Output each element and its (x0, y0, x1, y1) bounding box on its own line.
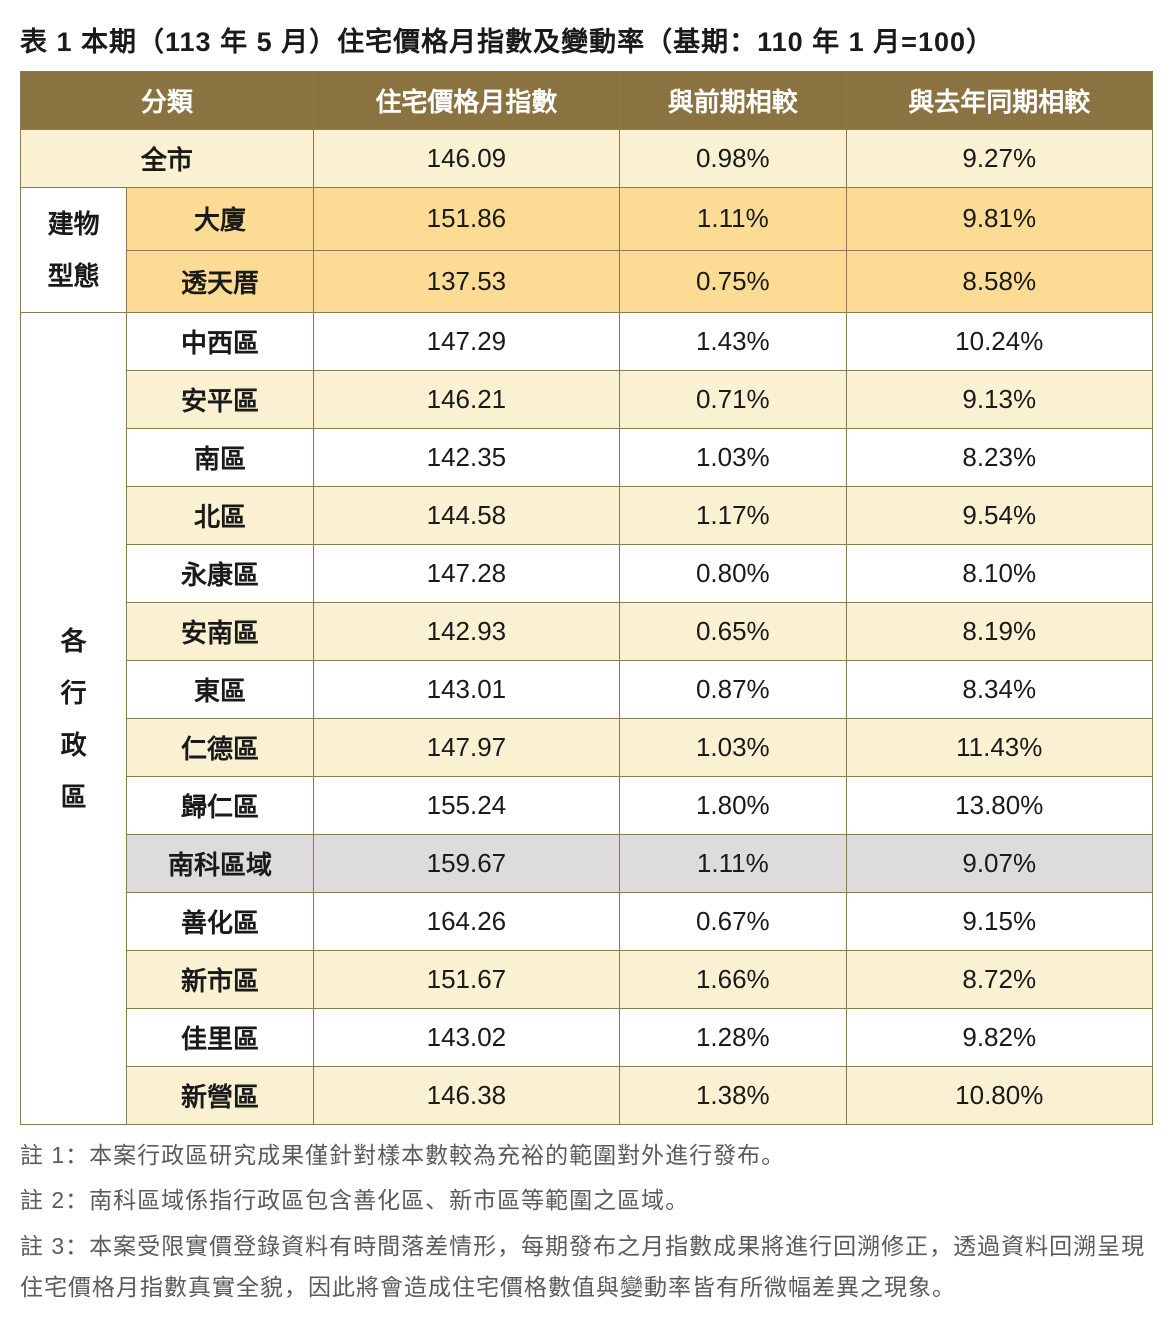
group-districts: 各行政區 (21, 313, 127, 1125)
header-index: 住宅價格月指數 (313, 72, 619, 130)
district-yoy: 8.10% (846, 545, 1153, 603)
district-label: 永康區 (127, 545, 313, 603)
district-yoy: 11.43% (846, 719, 1153, 777)
district-index: 147.29 (313, 313, 619, 371)
district-yoy: 10.80% (846, 1067, 1153, 1125)
row-district: 南科區域159.671.11%9.07% (21, 835, 1153, 893)
district-yoy: 9.54% (846, 487, 1153, 545)
district-mom: 1.80% (620, 777, 846, 835)
note-line: 註 3：本案受限實價登錄資料有時間落差情形，每期發布之月指數成果將進行回溯修正，… (20, 1226, 1153, 1309)
district-mom: 0.87% (620, 661, 846, 719)
row-district: 南區142.351.03%8.23% (21, 429, 1153, 487)
district-label: 中西區 (127, 313, 313, 371)
building-type-yoy: 9.81% (846, 188, 1153, 251)
district-yoy: 8.19% (846, 603, 1153, 661)
building-type-index: 151.86 (313, 188, 619, 251)
district-mom: 0.80% (620, 545, 846, 603)
district-label: 南科區域 (127, 835, 313, 893)
row-district: 安南區142.930.65%8.19% (21, 603, 1153, 661)
district-index: 151.67 (313, 951, 619, 1009)
district-mom: 1.28% (620, 1009, 846, 1067)
district-mom: 0.71% (620, 371, 846, 429)
district-mom: 1.03% (620, 719, 846, 777)
row-district: 永康區147.280.80%8.10% (21, 545, 1153, 603)
row-citywide: 全市146.090.98%9.27% (21, 130, 1153, 188)
district-yoy: 8.23% (846, 429, 1153, 487)
row-district: 仁德區147.971.03%11.43% (21, 719, 1153, 777)
group-building-type: 建物型態 (21, 188, 127, 313)
district-label: 新市區 (127, 951, 313, 1009)
district-mom: 0.65% (620, 603, 846, 661)
citywide-label: 全市 (21, 130, 314, 188)
district-label: 善化區 (127, 893, 313, 951)
row-building-type: 建物型態大廈151.861.11%9.81% (21, 188, 1153, 251)
row-district: 東區143.010.87%8.34% (21, 661, 1153, 719)
district-label: 安平區 (127, 371, 313, 429)
row-district: 新市區151.671.66%8.72% (21, 951, 1153, 1009)
district-yoy: 10.24% (846, 313, 1153, 371)
district-label: 東區 (127, 661, 313, 719)
building-type-mom: 0.75% (620, 250, 846, 313)
district-mom: 1.43% (620, 313, 846, 371)
district-index: 146.21 (313, 371, 619, 429)
district-mom: 1.03% (620, 429, 846, 487)
row-district: 歸仁區155.241.80%13.80% (21, 777, 1153, 835)
price-index-table: 分類 住宅價格月指數 與前期相較 與去年同期相較 全市146.090.98%9.… (20, 71, 1153, 1125)
district-yoy: 9.15% (846, 893, 1153, 951)
building-type-label: 大廈 (127, 188, 313, 251)
building-type-yoy: 8.58% (846, 250, 1153, 313)
district-label: 歸仁區 (127, 777, 313, 835)
district-index: 159.67 (313, 835, 619, 893)
row-district: 北區144.581.17%9.54% (21, 487, 1153, 545)
district-mom: 1.11% (620, 835, 846, 893)
district-index: 143.01 (313, 661, 619, 719)
district-index: 155.24 (313, 777, 619, 835)
district-index: 142.93 (313, 603, 619, 661)
note-line: 註 2：南科區域係指行政區包含善化區、新市區等範圍之區域。 (20, 1180, 1153, 1221)
row-district: 安平區146.210.71%9.13% (21, 371, 1153, 429)
district-label: 北區 (127, 487, 313, 545)
district-mom: 0.67% (620, 893, 846, 951)
row-district: 善化區164.260.67%9.15% (21, 893, 1153, 951)
building-type-index: 137.53 (313, 250, 619, 313)
citywide-yoy: 9.27% (846, 130, 1153, 188)
district-yoy: 8.34% (846, 661, 1153, 719)
district-index: 146.38 (313, 1067, 619, 1125)
row-district: 佳里區143.021.28%9.82% (21, 1009, 1153, 1067)
note-line: 註 1：本案行政區研究成果僅針對樣本數較為充裕的範圍對外進行發布。 (20, 1135, 1153, 1176)
district-yoy: 9.07% (846, 835, 1153, 893)
district-label: 仁德區 (127, 719, 313, 777)
notes-section: 註 1：本案行政區研究成果僅針對樣本數較為充裕的範圍對外進行發布。註 2：南科區… (20, 1135, 1153, 1309)
header-yoy: 與去年同期相較 (846, 72, 1153, 130)
row-district: 各行政區中西區147.291.43%10.24% (21, 313, 1153, 371)
district-index: 143.02 (313, 1009, 619, 1067)
district-mom: 1.66% (620, 951, 846, 1009)
district-yoy: 8.72% (846, 951, 1153, 1009)
row-building-type: 透天厝137.530.75%8.58% (21, 250, 1153, 313)
header-row: 分類 住宅價格月指數 與前期相較 與去年同期相較 (21, 72, 1153, 130)
district-label: 新營區 (127, 1067, 313, 1125)
district-yoy: 13.80% (846, 777, 1153, 835)
district-index: 142.35 (313, 429, 619, 487)
district-label: 安南區 (127, 603, 313, 661)
district-index: 164.26 (313, 893, 619, 951)
header-mom: 與前期相較 (620, 72, 846, 130)
citywide-mom: 0.98% (620, 130, 846, 188)
district-label: 佳里區 (127, 1009, 313, 1067)
district-yoy: 9.13% (846, 371, 1153, 429)
building-type-label: 透天厝 (127, 250, 313, 313)
table-title: 表 1 本期（113 年 5 月）住宅價格月指數及變動率（基期：110 年 1 … (20, 20, 1153, 59)
district-label: 南區 (127, 429, 313, 487)
row-district: 新營區146.381.38%10.80% (21, 1067, 1153, 1125)
district-index: 147.28 (313, 545, 619, 603)
district-index: 147.97 (313, 719, 619, 777)
citywide-index: 146.09 (313, 130, 619, 188)
district-mom: 1.17% (620, 487, 846, 545)
header-category: 分類 (21, 72, 314, 130)
building-type-mom: 1.11% (620, 188, 846, 251)
district-yoy: 9.82% (846, 1009, 1153, 1067)
district-index: 144.58 (313, 487, 619, 545)
district-mom: 1.38% (620, 1067, 846, 1125)
